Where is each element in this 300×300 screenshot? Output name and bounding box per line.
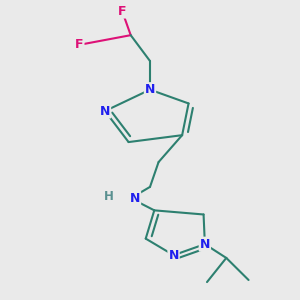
Text: N: N — [145, 83, 155, 96]
Text: F: F — [118, 4, 126, 17]
Text: N: N — [130, 192, 140, 205]
Text: N: N — [168, 249, 179, 262]
Text: H: H — [103, 190, 113, 203]
Text: F: F — [75, 38, 83, 51]
Text: N: N — [200, 238, 210, 250]
Text: N: N — [100, 104, 110, 118]
